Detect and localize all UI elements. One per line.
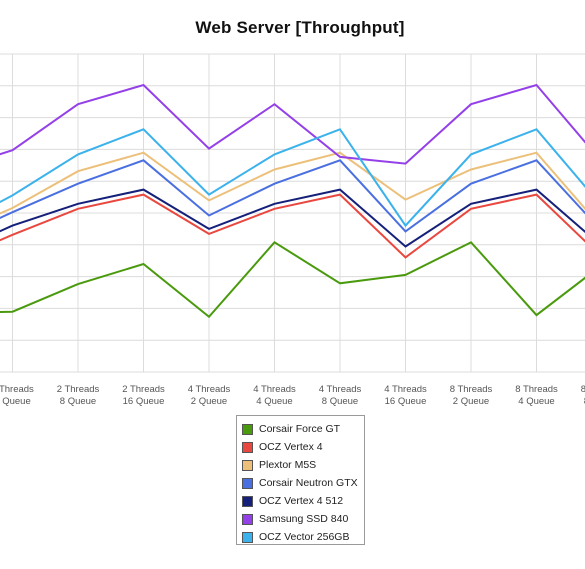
legend-swatch [242, 513, 253, 525]
legend-item-ocz-vertex-4-512: OCZ Vertex 4 512 [242, 492, 364, 510]
series-line-ocz-vertex-4-512 [0, 188, 585, 248]
legend: Corsair Force GT OCZ Vertex 4 Plextor M5S C… [236, 415, 365, 545]
legend-label: OCZ Vertex 4 512 [259, 495, 344, 507]
legend-item-corsair-neutron-gtx: Corsair Neutron GTX [242, 474, 364, 492]
series-line-ocz-vector-256gb [0, 128, 585, 228]
x-tick-label: 4 Threads 2 Queue [188, 384, 231, 407]
chart-title: Web Server [Throughput] [195, 18, 405, 37]
legend-swatch [242, 441, 253, 453]
series-line-ocz-vertex-4 [0, 193, 585, 259]
series-lines [0, 83, 585, 319]
x-tick-label: 8 Threads 2 Queue [450, 384, 493, 407]
legend-label: Corsair Force GT [259, 423, 341, 435]
legend-label: Corsair Neutron GTX [259, 477, 358, 489]
legend-item-ocz-vertex-4: OCZ Vertex 4 [242, 438, 364, 456]
x-tick-label: 4 Threads 16 Queue [384, 384, 427, 407]
legend-swatch [242, 477, 253, 489]
series-line-plextor-m5s [0, 151, 585, 215]
x-tick-label: 2 Threads 8 Queue [57, 384, 100, 407]
x-tick-label: 4 Threads 8 Queue [319, 384, 362, 407]
x-tick-label: 2 Threads 16 Queue [122, 384, 165, 407]
legend-item-plextor-m5s: Plextor M5S [242, 456, 364, 474]
series-line-samsung-ssd-840 [0, 83, 585, 165]
legend-label: Samsung SSD 840 [259, 513, 349, 525]
x-tick-label: 4 Threads 4 Queue [253, 384, 296, 407]
x-tick-label: 8 Threads 4 Queue [515, 384, 558, 407]
legend-label: OCZ Vector 256GB [259, 531, 350, 543]
legend-swatch [242, 423, 253, 435]
legend-label: Plextor M5S [259, 459, 317, 471]
series-line-corsair-force-gt [0, 241, 585, 319]
legend-item-ocz-vector-256gb: OCZ Vector 256GB [242, 528, 364, 546]
legend-swatch [242, 531, 253, 543]
legend-item-corsair-force-gt: Corsair Force GT [242, 420, 364, 438]
series-line-corsair-neutron-gtx [0, 159, 585, 233]
legend-item-samsung-ssd-840: Samsung SSD 840 [242, 510, 364, 528]
legend-swatch [242, 495, 253, 507]
legend-swatch [242, 459, 253, 471]
legend-label: OCZ Vertex 4 [259, 441, 323, 453]
